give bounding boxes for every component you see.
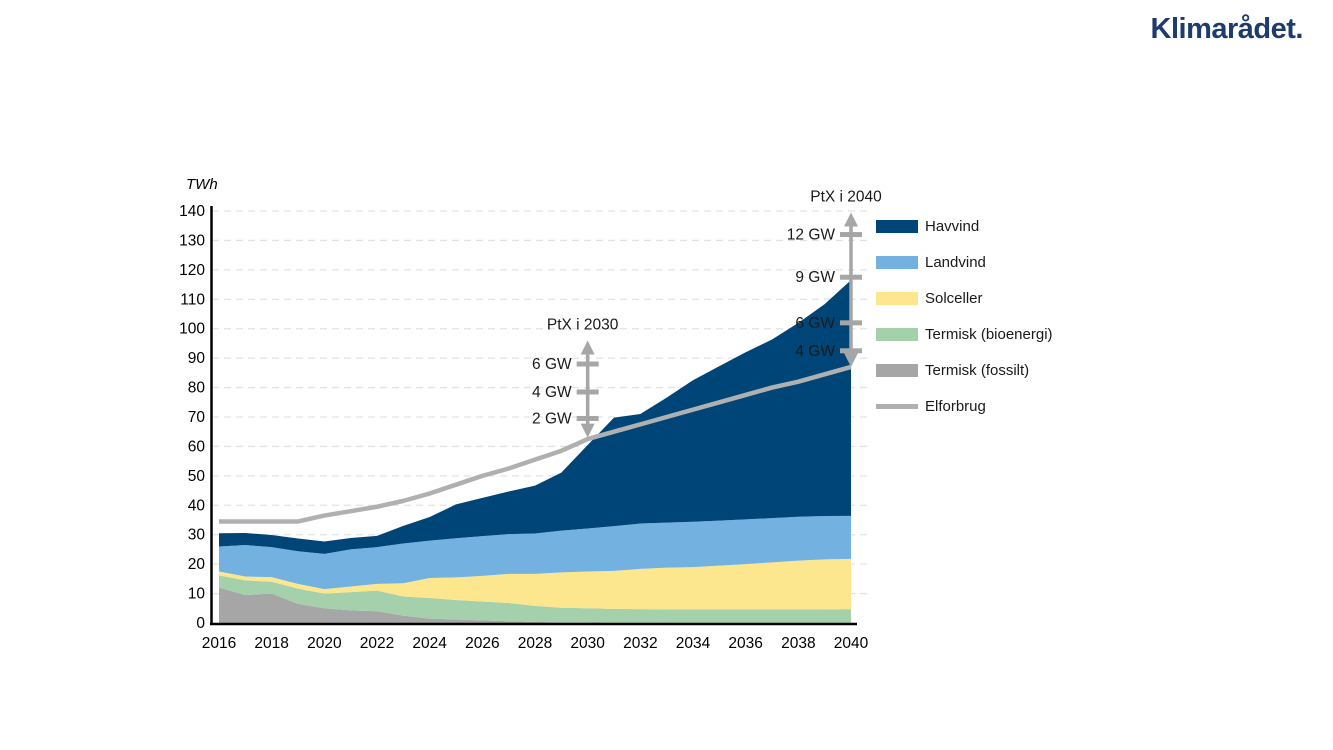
legend-label: Termisk (fossilt) bbox=[925, 361, 1030, 379]
ptx-i-2040-title: PtX i 2040 bbox=[810, 188, 882, 205]
area-solceller bbox=[219, 558, 851, 610]
elforbrug-line bbox=[219, 364, 852, 524]
klimaraadet-logo: Klimarådet. bbox=[1150, 13, 1304, 45]
ptx-i-2040-gw-tick bbox=[840, 232, 862, 238]
x-tick-label: 2034 bbox=[676, 635, 711, 652]
y-axis-unit-label: TWh bbox=[186, 176, 218, 193]
x-tick-label: 2032 bbox=[623, 635, 657, 652]
ptx-i-2030-gw-tick bbox=[576, 361, 599, 367]
legend-item-havvind: Havvind bbox=[876, 208, 1053, 244]
x-tick-label: 2024 bbox=[412, 635, 447, 652]
ptx-i-2030-arrowhead-up-icon bbox=[580, 340, 595, 355]
x-tick-label: 2020 bbox=[307, 635, 342, 652]
ptx-i-2040-gw-label: 12 GW bbox=[787, 227, 836, 244]
ptx-i-2030-arrowhead-down-icon bbox=[580, 423, 595, 438]
y-tick-label: 0 bbox=[196, 615, 205, 632]
x-tick-label: 2030 bbox=[570, 635, 605, 652]
legend-swatch-icon bbox=[876, 403, 918, 409]
y-tick-label: 30 bbox=[188, 527, 206, 544]
ptx-i-2030-gw-tick bbox=[576, 415, 599, 421]
area-landvind bbox=[219, 515, 851, 590]
legend-label: Solceller bbox=[925, 289, 983, 307]
x-tick-label: 2016 bbox=[202, 635, 236, 652]
legend-item-termisk-bioenergi: Termisk (bioenergi) bbox=[876, 316, 1053, 352]
chart-legend: Havvind Landvind Solceller Termisk (bioener… bbox=[876, 208, 1053, 424]
x-tick-label: 2038 bbox=[781, 635, 815, 652]
y-tick-label: 130 bbox=[179, 232, 205, 249]
legend-label: Havvind bbox=[925, 217, 980, 235]
y-tick-label: 100 bbox=[179, 321, 205, 338]
legend-item-solceller: Solceller bbox=[876, 280, 1053, 316]
legend-swatch-icon bbox=[876, 363, 918, 377]
ptx-i-2040-arrowhead-up-icon bbox=[844, 212, 858, 227]
ptx-i-2040-gw-tick bbox=[840, 320, 862, 326]
x-tick-label: 2028 bbox=[518, 635, 552, 652]
y-tick-label: 110 bbox=[180, 291, 205, 308]
ptx-i-2030-gw-label: 6 GW bbox=[532, 356, 572, 373]
ptx-i-2040-gw-tick bbox=[840, 274, 862, 280]
legend-swatch-icon bbox=[876, 219, 918, 233]
y-tick-label: 50 bbox=[188, 468, 206, 485]
legend-label: Elforbrug bbox=[925, 397, 986, 415]
legend-swatch-icon bbox=[876, 291, 918, 305]
y-tick-label: 120 bbox=[179, 262, 205, 279]
x-tick-label: 2022 bbox=[360, 635, 394, 652]
legend-label: Landvind bbox=[925, 253, 986, 271]
x-tick-label: 2026 bbox=[465, 635, 499, 652]
legend-swatch-icon bbox=[876, 327, 918, 341]
legend-item-landvind: Landvind bbox=[876, 244, 1053, 280]
y-tick-label: 10 bbox=[188, 586, 206, 603]
y-tick-label: 90 bbox=[188, 350, 206, 367]
ptx-i-2040-gw-label: 6 GW bbox=[795, 315, 835, 332]
ptx-i-2040-arrowhead-down-icon bbox=[844, 352, 858, 367]
x-tick-label: 2018 bbox=[254, 635, 288, 652]
legend-label: Termisk (bioenergi) bbox=[925, 325, 1053, 343]
ptx-i-2030-gw-tick bbox=[576, 389, 599, 395]
x-tick-label: 2040 bbox=[834, 635, 869, 652]
y-tick-label: 140 bbox=[179, 203, 205, 220]
legend-item-termisk-fossilt: Termisk (fossilt) bbox=[876, 352, 1053, 388]
ptx-i-2040-gw-label: 9 GW bbox=[795, 269, 835, 286]
ptx-i-2040-gw-label: 4 GW bbox=[795, 343, 835, 360]
y-tick-label: 20 bbox=[188, 556, 206, 573]
legend-swatch-icon bbox=[876, 255, 918, 269]
y-tick-label: 60 bbox=[188, 438, 206, 455]
ptx-i-2030-gw-label: 4 GW bbox=[532, 384, 572, 401]
ptx-i-2030-title: PtX i 2030 bbox=[547, 316, 619, 333]
area-havvind bbox=[219, 280, 851, 554]
ptx-i-2030-gw-label: 2 GW bbox=[532, 410, 572, 427]
ptx-i-2040-gw-tick bbox=[840, 348, 862, 354]
area-termisk-fossilt bbox=[219, 587, 851, 623]
y-tick-label: 80 bbox=[188, 380, 206, 397]
legend-item-elforbrug: Elforbrug bbox=[876, 388, 1053, 424]
area-termisk-bioenergi bbox=[219, 575, 851, 623]
y-tick-label: 70 bbox=[188, 409, 206, 426]
x-tick-label: 2036 bbox=[728, 635, 762, 652]
y-tick-label: 40 bbox=[188, 497, 206, 514]
